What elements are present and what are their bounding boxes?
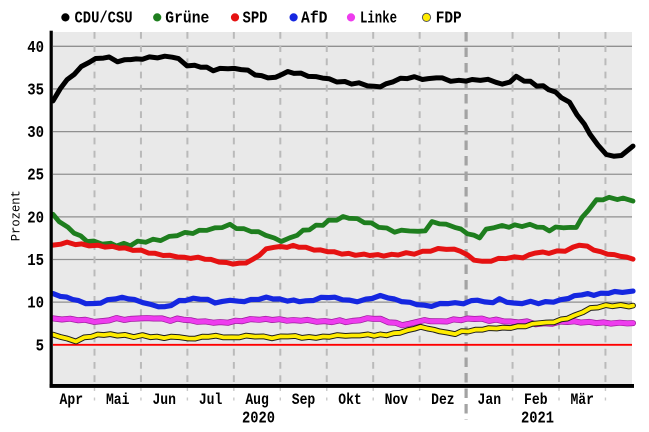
svg-text:Dez: Dez — [431, 391, 455, 409]
svg-text:30: 30 — [27, 124, 44, 143]
svg-text:5: 5 — [36, 337, 44, 356]
svg-text:Jun: Jun — [152, 391, 176, 409]
svg-text:10: 10 — [27, 295, 44, 314]
svg-text:Linke: Linke — [360, 10, 397, 29]
svg-text:Aug: Aug — [245, 391, 269, 409]
svg-text:Apr: Apr — [60, 391, 84, 409]
svg-text:Okt: Okt — [338, 391, 362, 409]
svg-text:Nov: Nov — [385, 391, 409, 409]
svg-text:25: 25 — [27, 167, 44, 186]
svg-text:40: 40 — [27, 39, 44, 58]
svg-text:Jul: Jul — [199, 391, 223, 409]
svg-text:CDU/CSU: CDU/CSU — [75, 10, 133, 29]
svg-text:2020: 2020 — [242, 410, 275, 429]
svg-text:35: 35 — [27, 81, 44, 100]
svg-text:Mai: Mai — [106, 391, 130, 409]
svg-text:Prozent: Prozent — [9, 190, 24, 241]
svg-text:AfD: AfD — [301, 10, 328, 29]
svg-text:Mär: Mär — [570, 391, 594, 409]
svg-text:15: 15 — [27, 252, 44, 271]
svg-text:Jan: Jan — [478, 391, 502, 409]
svg-text:Sep: Sep — [292, 391, 316, 409]
svg-text:Grüne: Grüne — [165, 10, 209, 29]
svg-text:SPD: SPD — [243, 10, 268, 29]
svg-text:2021: 2021 — [521, 410, 554, 429]
svg-text:Feb: Feb — [524, 391, 548, 409]
svg-text:FDP: FDP — [436, 10, 462, 29]
svg-text:20: 20 — [27, 209, 44, 228]
